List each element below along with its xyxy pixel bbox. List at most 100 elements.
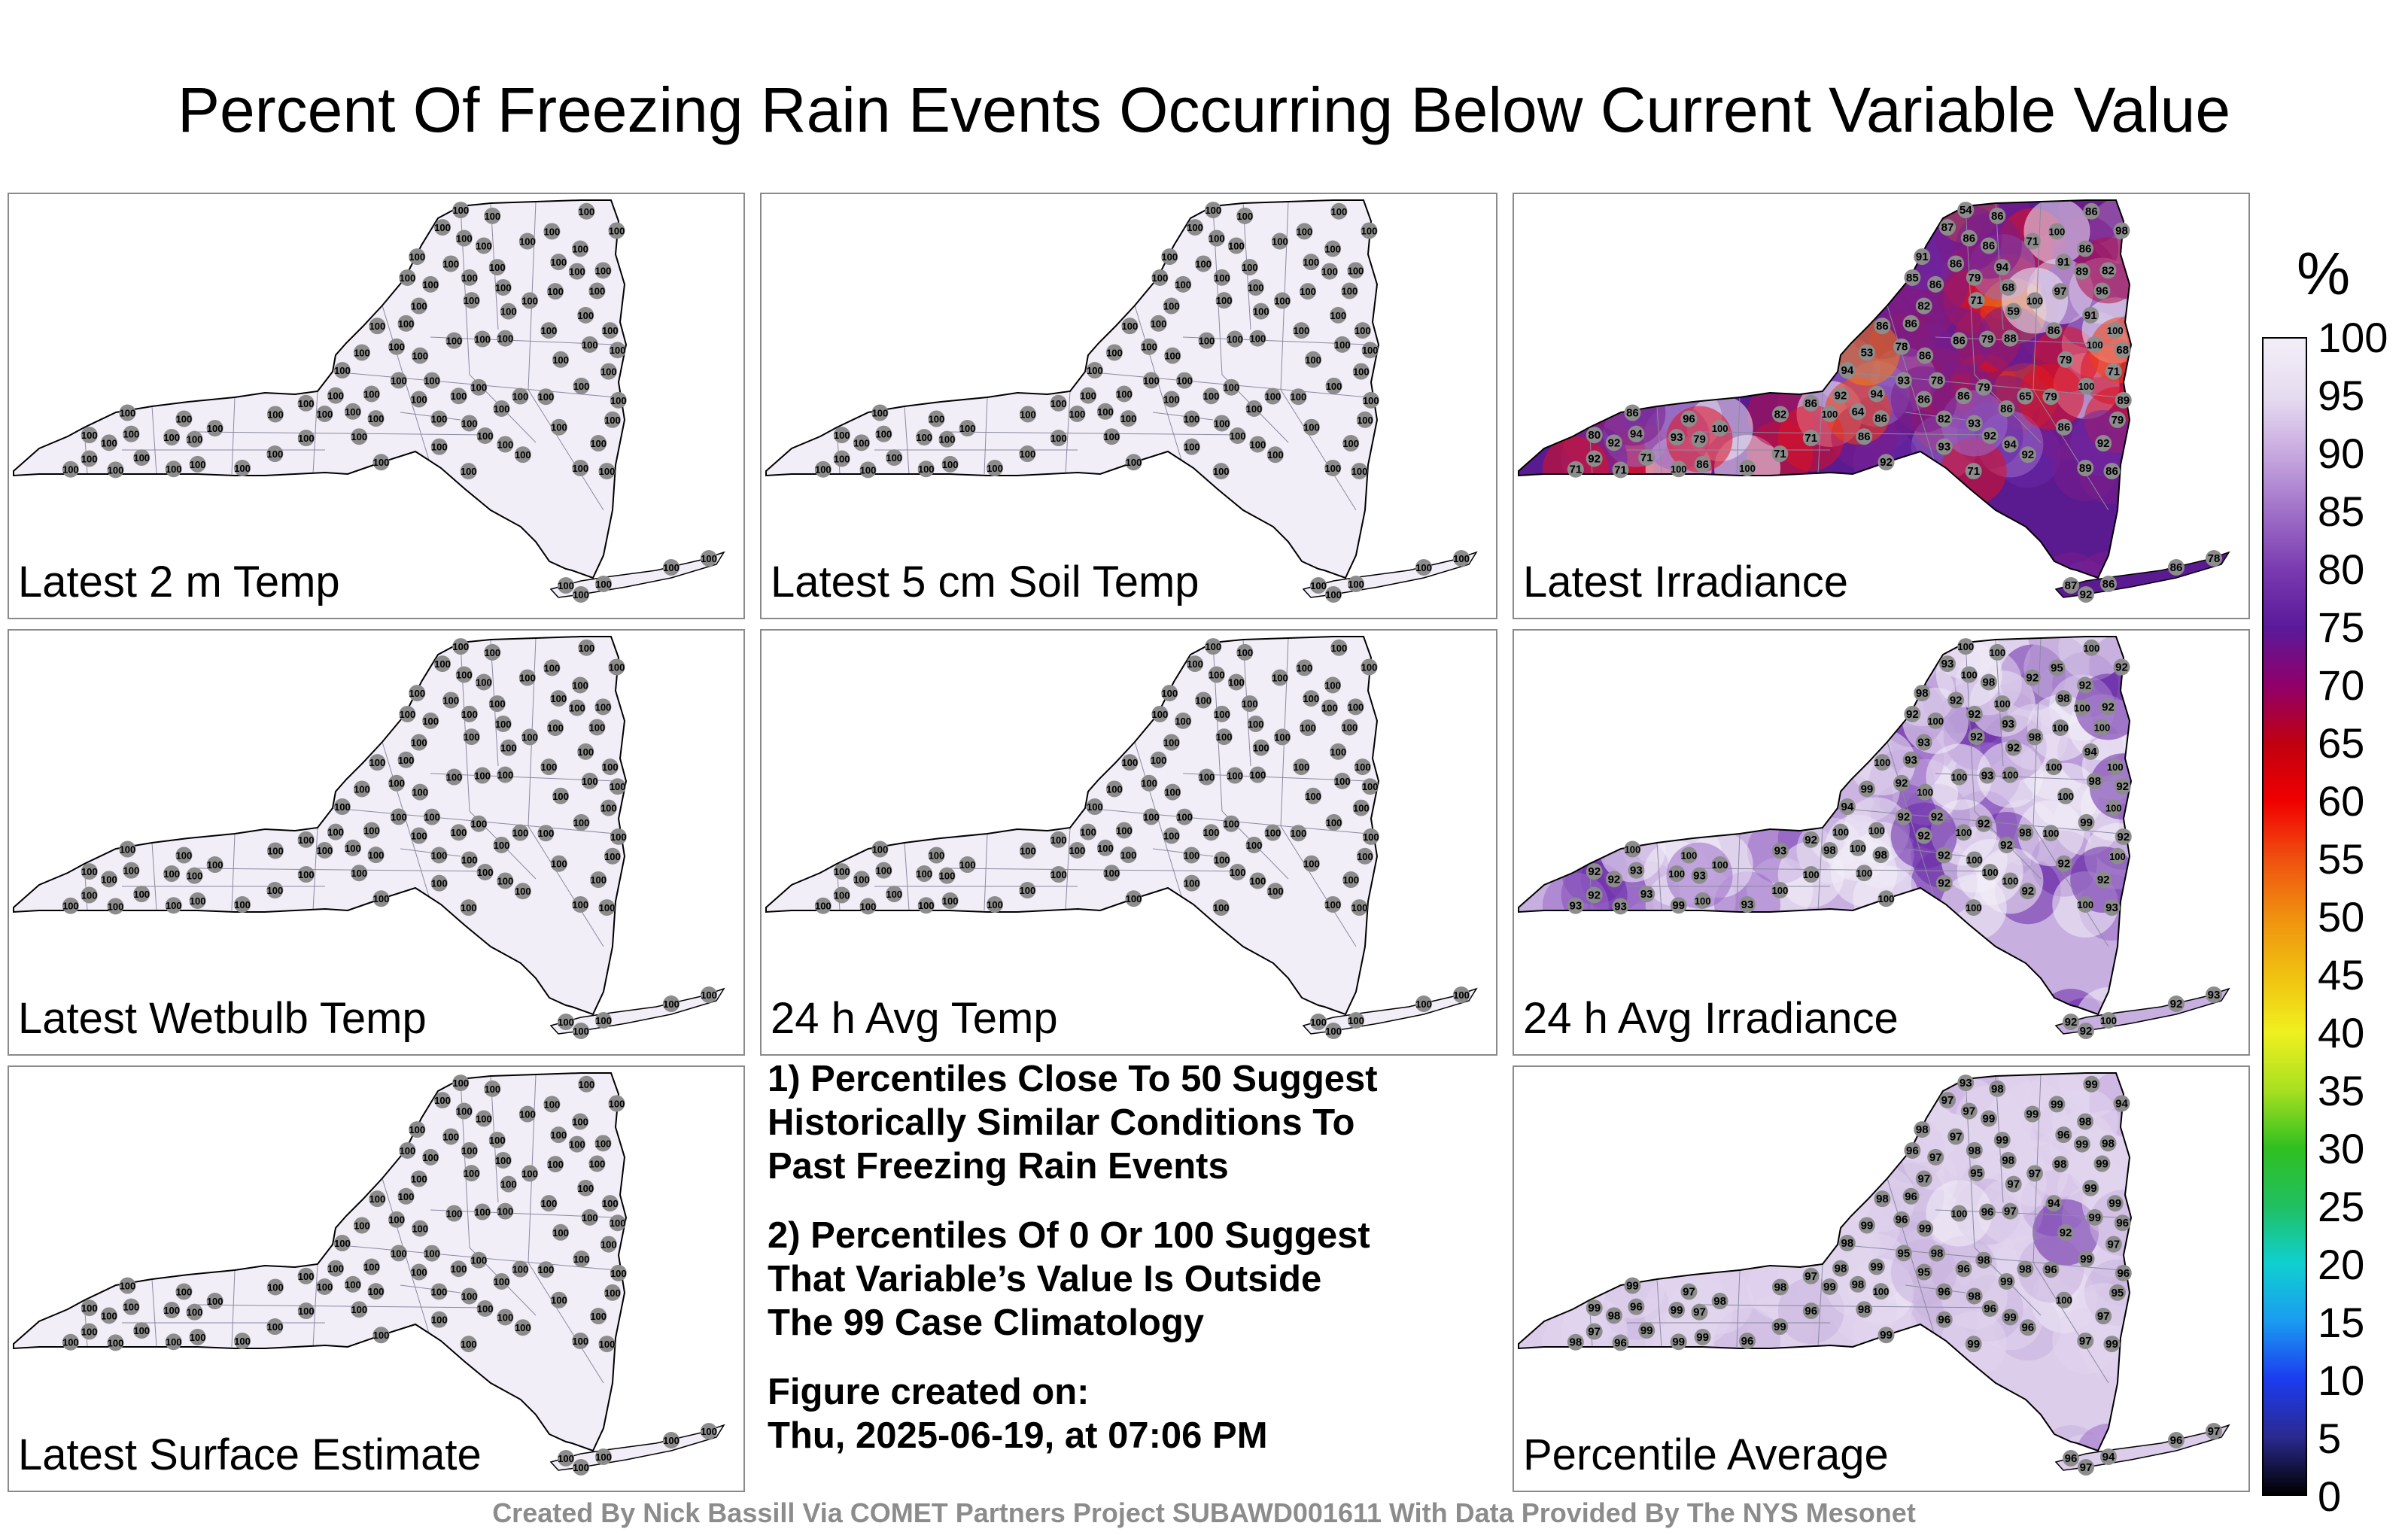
county-border [1817,391,1823,475]
station-marker: 99 [2083,1075,2100,1093]
station-marker: 93 [1935,438,1953,455]
station-dot [2095,871,2112,889]
station-marker: 100 [133,449,150,467]
station-value: 91 [2084,309,2097,322]
station-marker: 97 [1939,1092,1956,1109]
station-dot [1739,1332,1756,1349]
station-dot [859,898,877,915]
station-value: 100 [1326,817,1342,828]
station-value: 97 [1693,1306,1706,1319]
station-dot [1333,336,1351,353]
station-value: 92 [2021,885,2034,898]
station-value: 78 [1896,341,1908,354]
station-dot [461,269,478,286]
station-marker: 100 [1453,550,1470,567]
station-value: 100 [351,868,367,879]
station-value: 100 [550,693,567,704]
station-dot [422,712,439,729]
station-value: 100 [610,395,627,406]
station-dot [344,403,361,420]
station-value: 100 [1213,466,1230,477]
station-marker: 98 [2086,772,2103,789]
station-marker: 100 [484,643,501,661]
station-value: 71 [1569,464,1582,476]
station-dot [1605,1307,1622,1324]
station-dot [327,1260,344,1277]
station-dot [494,1151,512,1169]
panel-latest-irradiance: 86 71 68 82 79 87 92 86 86 78 82 92 86 71 86 93 78 86 98 93… [1513,193,2250,619]
station-dot [1993,695,2011,713]
station-value: 100 [101,874,117,885]
station-value: 100 [701,553,717,564]
station-marker: 100 [550,1126,567,1144]
station-value: 68 [2002,281,2014,294]
station-value: 100 [369,757,386,768]
station-marker: 100 [833,450,850,467]
station-dot [2103,899,2121,916]
station-value: 79 [2112,414,2124,427]
station-marker: 100 [327,387,344,404]
station-marker: 100 [461,269,478,286]
station-value: 100 [1126,893,1142,904]
station-value: 100 [701,989,717,1001]
station-dot [1163,391,1180,408]
station-marker: 100 [372,454,390,471]
station-marker: 100 [455,666,473,683]
state-outline [1518,636,2133,1016]
station-marker: 100 [2083,639,2100,656]
station-value: 92 [1835,390,1847,403]
station-marker: 100 [1125,890,1142,907]
station-value: 86 [1991,210,2004,223]
station-marker: 100 [189,1328,206,1345]
station-marker: 100 [62,1333,79,1351]
station-marker: 100 [1321,699,1338,716]
station-value: 100 [1020,885,1036,896]
station-marker: 89 [2115,391,2132,409]
station-value: 99 [1919,1223,1932,1236]
station-marker: 98 [1872,847,1890,864]
station-dot [1821,1278,1838,1295]
station-marker: 95 [1895,1245,1912,1262]
station-marker: 100 [1264,824,1282,841]
station-dot [2055,254,2072,271]
station-marker: 98 [1849,1275,1866,1293]
station-marker: 100 [62,897,79,914]
station-marker: 100 [1164,783,1181,801]
station-dot [941,455,959,473]
station-value: 100 [834,430,850,441]
station-dot [1966,1287,1983,1305]
station-value: 100 [476,676,492,688]
station-dot [175,847,193,864]
station-value: 86 [1858,430,1871,443]
station-value: 100 [452,205,469,216]
station-value: 93 [1941,658,1954,670]
station-value: 100 [1351,466,1368,477]
station-value: 100 [497,770,514,781]
panel-label: Latest 2 m Temp [18,558,340,606]
station-marker: 100 [1303,690,1320,707]
station-marker: 100 [81,1299,98,1317]
station-value: 96 [2057,1129,2070,1141]
station-value: 100 [411,831,427,842]
station-marker: 100 [165,897,182,914]
station-marker: 100 [552,1223,570,1241]
station-marker: 100 [1993,695,2011,713]
station-dot [1917,1220,1934,1237]
station-dot [1915,1170,1932,1187]
station-dot [916,429,933,446]
station-marker: 91 [1914,248,1931,266]
station-marker: 92 [1893,774,1911,792]
station-marker: 100 [470,1251,488,1269]
station-value: 100 [369,1193,386,1205]
station-dot [1305,351,1322,368]
station-marker: 100 [434,219,451,236]
station-dot [1771,1318,1789,1336]
station-marker: 100 [518,669,536,686]
station-value: 100 [547,722,564,734]
station-value: 100 [1671,464,1687,475]
station-value: 79 [1978,381,1990,394]
station-marker: 100 [1229,427,1246,444]
station-marker: 96 [2093,282,2111,299]
station-dot [2055,855,2072,872]
station-dot [430,1311,448,1328]
